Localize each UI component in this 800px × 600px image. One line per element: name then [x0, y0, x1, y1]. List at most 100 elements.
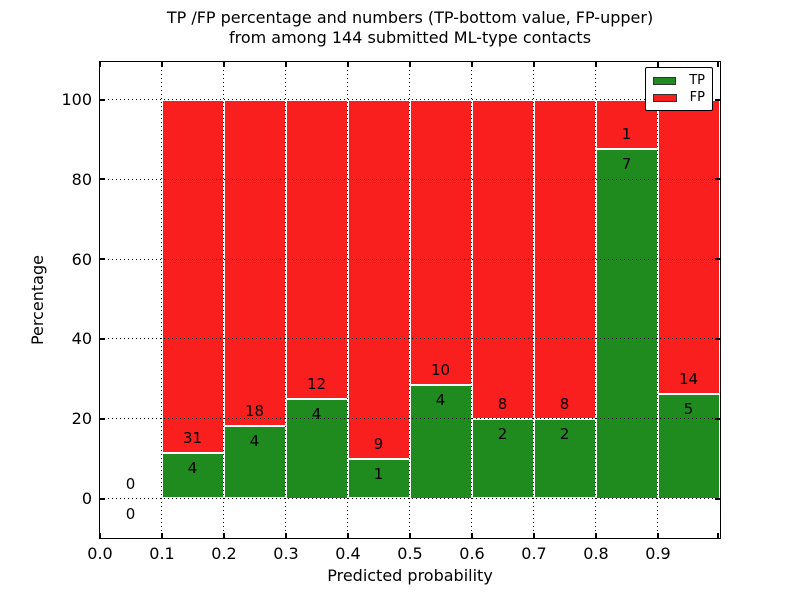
x-tick-label: 0.6 [459, 544, 485, 563]
fp-count-label: 0 [125, 474, 136, 493]
tp-count-label: 5 [683, 399, 694, 418]
gridline-horizontal [99, 498, 720, 499]
fp-count-label: 9 [373, 434, 384, 453]
fp-count-label: 10 [430, 360, 451, 379]
x-tick-mark [99, 532, 101, 538]
y-tick-mark [99, 417, 105, 420]
y-tick-mark [99, 98, 105, 101]
x-tick-mark [222, 532, 225, 538]
tp-count-label: 7 [621, 155, 632, 174]
fp-count-label: 12 [306, 374, 327, 393]
tp-count-label: 0 [125, 504, 136, 523]
y-tick-label: 60 [71, 249, 92, 269]
x-tick-label: 0.7 [521, 544, 547, 563]
x-tick-mark [160, 61, 163, 67]
y-tick-mark [714, 497, 720, 500]
x-tick-mark [408, 532, 411, 538]
y-tick-mark [714, 417, 720, 420]
tp-count-label: 4 [249, 431, 260, 450]
x-tick-label: 0.9 [645, 544, 671, 563]
tp-count-label: 4 [187, 458, 198, 477]
fp-count-label: 8 [497, 394, 508, 413]
x-tick-mark [346, 61, 349, 67]
gridline-vertical [285, 61, 286, 538]
y-tick-mark [99, 337, 105, 340]
tp-count-label: 1 [373, 464, 384, 483]
x-tick-mark [716, 532, 719, 538]
x-tick-mark [99, 61, 101, 67]
gridline-horizontal [99, 418, 720, 420]
x-tick-mark [470, 61, 473, 67]
x-tick-label: 0.2 [211, 544, 237, 563]
x-tick-mark [160, 532, 163, 538]
legend-swatch-fp [653, 94, 677, 102]
x-tick-mark [594, 532, 597, 538]
y-tick-label: 0 [81, 489, 92, 508]
legend-item: TP [653, 73, 705, 89]
gridline-vertical [657, 61, 658, 538]
x-tick-label: 0.4 [335, 544, 361, 563]
x-tick-mark [284, 61, 287, 67]
bar-segment-tp [223, 425, 286, 499]
fp-count-label: 1 [621, 125, 632, 144]
legend: TP FP [645, 67, 713, 111]
gridline-horizontal [99, 178, 720, 180]
legend-swatch-tp [653, 77, 677, 85]
x-tick-mark [408, 61, 411, 67]
y-tick-mark [714, 98, 720, 101]
x-tick-mark [346, 532, 349, 538]
tp-count-label: 2 [559, 424, 570, 443]
tp-count-label: 4 [311, 404, 322, 423]
bar-segment-fp [409, 99, 472, 385]
fp-count-label: 18 [244, 401, 265, 420]
fp-count-label: 8 [559, 394, 570, 413]
x-tick-mark [532, 61, 535, 67]
x-tick-label: 0.1 [149, 544, 175, 563]
chart-title-line2: from among 144 submitted ML-type contact… [228, 28, 592, 47]
y-tick-mark [99, 497, 105, 500]
plot-canvas: 0 0 31 4 18 4 12 4 9 1 10 4 8 2 8 2 1 7 14 5 [99, 61, 720, 538]
bar-segment-fp [161, 99, 224, 453]
x-tick-label: 0.0 [87, 544, 113, 563]
x-tick-mark [656, 532, 659, 538]
x-tick-mark [284, 532, 287, 538]
y-tick-mark [714, 337, 720, 340]
y-tick-mark [714, 178, 720, 181]
gridline-vertical [161, 61, 162, 538]
gridline-horizontal [99, 258, 720, 260]
x-tick-mark [222, 61, 225, 67]
gridline-horizontal [99, 99, 720, 100]
x-tick-label: 0.8 [583, 544, 609, 563]
x-tick-mark [656, 61, 659, 67]
chart-title: TP /FP percentage and numbers (TP-bottom… [100, 8, 720, 48]
tp-count-label: 4 [435, 390, 446, 409]
x-axis-label: Predicted probability [327, 566, 493, 585]
bar-segment-tp [161, 452, 224, 499]
y-tick-label: 80 [71, 169, 92, 189]
bar-segment-fp [657, 99, 720, 394]
gridline-vertical [223, 61, 224, 538]
plot-area: 0 0 31 4 18 4 12 4 9 1 10 4 8 2 8 2 1 7 14 5 [98, 60, 721, 539]
bar-segment-tp [657, 393, 720, 499]
gridline-vertical [347, 61, 348, 538]
y-axis-label: Percentage [28, 255, 47, 346]
gridline-vertical [409, 61, 410, 538]
x-tick-mark [716, 61, 719, 67]
x-tick-mark [594, 61, 597, 67]
y-tick-label: 100 [61, 90, 92, 109]
x-tick-label: 0.5 [397, 544, 423, 563]
fp-count-label: 31 [182, 428, 203, 447]
legend-item: FP [653, 90, 705, 106]
gridline-vertical [533, 61, 534, 538]
gridline-vertical [471, 61, 472, 538]
tp-count-label: 2 [497, 424, 508, 443]
bar-segment-fp [285, 99, 348, 399]
y-tick-label: 20 [71, 409, 92, 429]
y-tick-label: 40 [71, 329, 92, 349]
y-tick-mark [99, 178, 105, 181]
x-tick-label: 0.3 [273, 544, 299, 563]
x-tick-mark [532, 532, 535, 538]
fp-count-label: 14 [678, 369, 699, 388]
bar-segment-fp [223, 99, 286, 426]
